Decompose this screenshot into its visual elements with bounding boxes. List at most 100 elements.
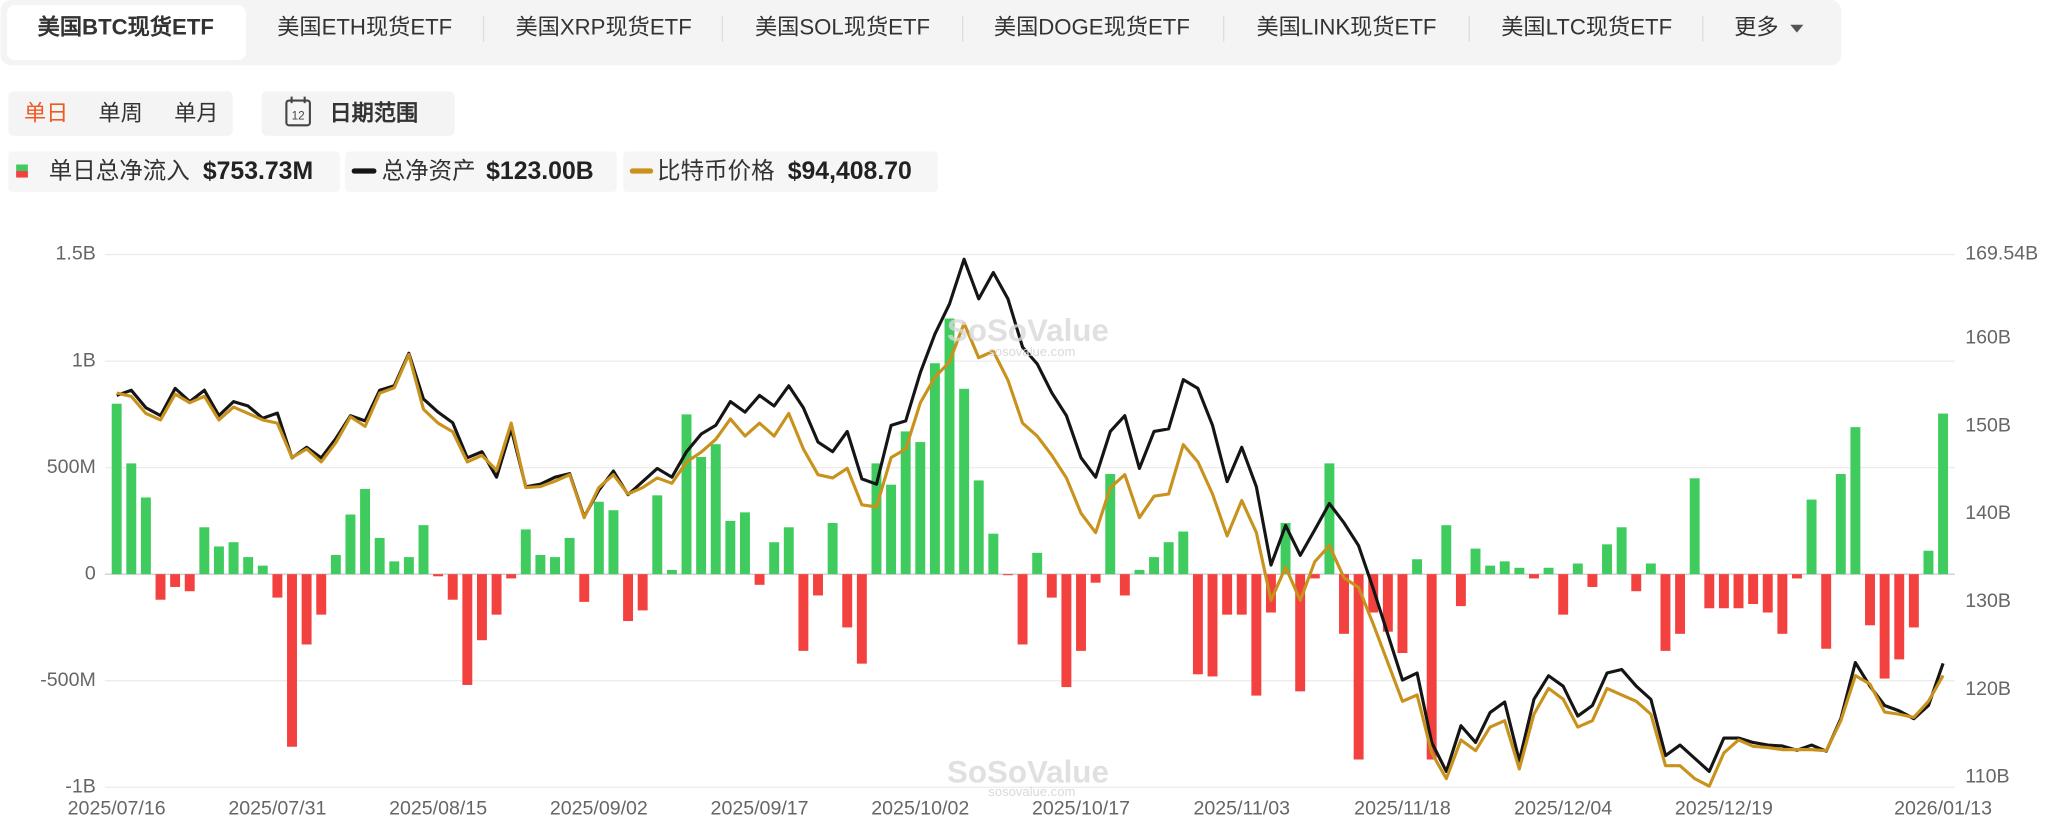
bar <box>579 574 590 602</box>
bar <box>769 542 780 575</box>
bar <box>1002 574 1013 576</box>
bar <box>1455 574 1466 607</box>
bar <box>1470 548 1481 575</box>
bar <box>856 574 867 664</box>
x-tick-label: 2025/12/04 <box>1514 798 1612 820</box>
y-tick-label: 0 <box>85 562 96 584</box>
bar <box>827 523 838 575</box>
bar <box>1236 574 1247 615</box>
legend-icon[interactable] <box>16 164 28 172</box>
bar <box>316 574 327 615</box>
caret[interactable] <box>1790 24 1804 33</box>
period-option[interactable]: 单月 <box>174 101 218 126</box>
bar <box>1207 574 1218 677</box>
bar <box>272 574 283 598</box>
bar <box>111 403 122 575</box>
legend-item[interactable] <box>345 151 617 192</box>
legend-label[interactable]: 总净资产 <box>382 158 476 184</box>
bar <box>1894 574 1905 660</box>
legend-value[interactable]: $753.73M <box>203 158 313 185</box>
tab[interactable]: 美国BTC现货ETF <box>38 14 214 40</box>
bar <box>1324 463 1335 575</box>
period-option[interactable]: 单日 <box>24 101 68 126</box>
bar <box>944 318 955 575</box>
bar <box>1412 559 1423 575</box>
x-tick-label: 2025/09/02 <box>550 798 648 820</box>
tab[interactable]: 美国XRP现货ETF <box>515 15 691 40</box>
bar <box>1178 531 1189 575</box>
bar <box>1222 574 1233 615</box>
bar <box>1733 574 1744 609</box>
bar <box>1543 567 1554 575</box>
bar <box>1061 574 1072 688</box>
calendar-icon-text[interactable]: 12 <box>292 109 305 122</box>
legend-value[interactable]: $123.00B <box>486 158 594 185</box>
tab[interactable]: 美国LTC现货ETF <box>1501 15 1672 40</box>
bar <box>1309 574 1320 579</box>
tab[interactable]: 美国ETH现货ETF <box>277 15 452 40</box>
period-option[interactable]: 单周 <box>98 101 142 126</box>
bar <box>535 554 546 575</box>
bar <box>1821 574 1832 649</box>
bar <box>871 463 882 575</box>
bar <box>666 569 677 575</box>
bar <box>593 501 604 575</box>
bar <box>1353 574 1364 760</box>
bar <box>345 514 356 575</box>
x-tick-label: 2025/08/15 <box>389 798 487 820</box>
legend-value[interactable]: $94,408.70 <box>788 158 912 185</box>
period-options: 单日 单周 单月 <box>24 101 219 126</box>
bar <box>915 442 926 575</box>
bar <box>403 557 414 575</box>
more-tab[interactable]: 更多 <box>1734 15 1778 40</box>
bar <box>389 561 400 575</box>
x-tick-label: 2025/07/16 <box>68 798 166 820</box>
bar <box>1938 413 1949 575</box>
bar <box>1558 574 1569 615</box>
bar <box>155 574 166 600</box>
bar <box>1017 574 1028 645</box>
bar <box>1616 527 1627 575</box>
bar <box>1426 574 1437 760</box>
date-range-label[interactable]: 日期范围 <box>329 101 418 126</box>
bar <box>374 537 385 575</box>
bar <box>228 542 239 575</box>
y-tick-label: 500M <box>47 456 96 478</box>
bar <box>1645 563 1656 575</box>
x-tick-label: 2025/07/31 <box>228 798 326 820</box>
bar <box>973 480 984 575</box>
legend-label[interactable]: 比特币价格 <box>657 158 774 184</box>
bar <box>900 431 911 575</box>
bar <box>433 574 444 577</box>
bar <box>608 510 619 575</box>
tab[interactable]: 美国LINK现货ETF <box>1256 15 1436 40</box>
bar <box>842 574 853 628</box>
tab[interactable]: 美国SOL现货ETF <box>755 15 930 40</box>
legend-label[interactable]: 单日总净流入 <box>49 158 190 184</box>
legend-item[interactable] <box>8 151 340 192</box>
x-tick-label: 2025/11/03 <box>1193 798 1290 820</box>
calendar-icon[interactable] <box>285 99 311 127</box>
y2-tick-label: 120B <box>1965 678 2011 700</box>
bar <box>550 557 560 575</box>
y-tick-label: -1B <box>65 775 95 797</box>
y2-tick-label: 130B <box>1965 590 2011 612</box>
bar <box>1806 499 1817 575</box>
bar <box>1046 574 1057 598</box>
bar <box>959 388 970 575</box>
tab[interactable]: 美国DOGE现货ETF <box>994 15 1190 40</box>
bar <box>1704 574 1715 609</box>
legend-item[interactable] <box>623 151 938 192</box>
bar <box>1090 574 1101 583</box>
bar <box>1923 550 1934 575</box>
bar <box>506 574 517 579</box>
x-tick-label: 2025/10/17 <box>1032 798 1130 820</box>
bar <box>623 574 634 622</box>
bar <box>360 488 371 575</box>
bar <box>330 554 341 575</box>
legend-icon[interactable] <box>16 171 28 178</box>
bar <box>929 363 940 575</box>
bar <box>418 525 429 575</box>
